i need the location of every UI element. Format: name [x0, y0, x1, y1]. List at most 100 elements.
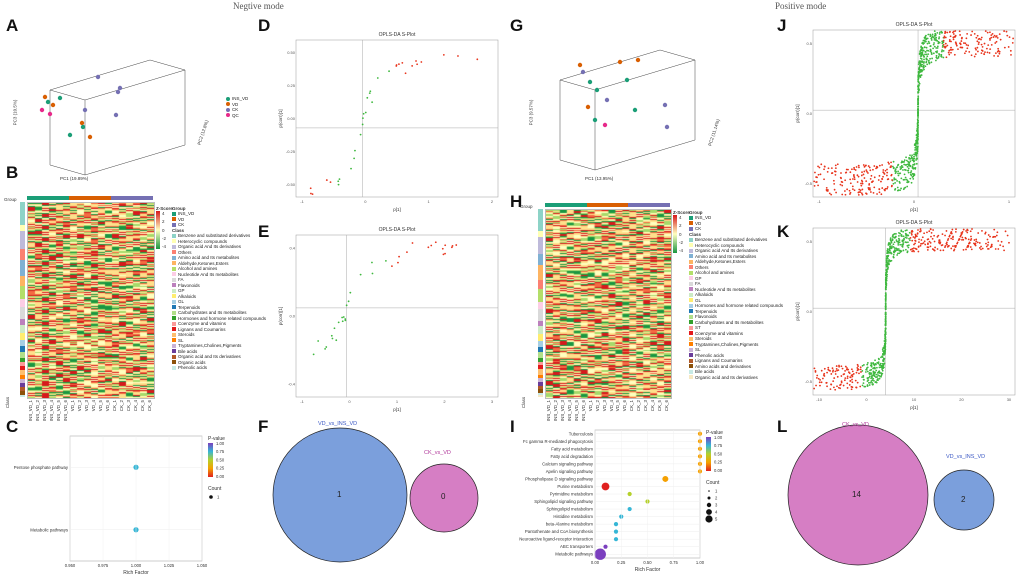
splot-point [853, 176, 856, 179]
splot-point [917, 97, 920, 100]
splot-point [886, 178, 889, 181]
splot-point [998, 52, 1001, 55]
splot-point [354, 149, 356, 152]
pca-point [47, 111, 53, 117]
splot-point [404, 72, 407, 75]
class-legend-item: Others [689, 265, 783, 271]
splot-point [933, 45, 936, 48]
class-swatch [689, 237, 693, 242]
splot-point [910, 157, 913, 160]
splot-point [923, 61, 925, 63]
splot-point [917, 77, 920, 80]
sample-label: CK_6 [664, 400, 670, 412]
class-swatch [689, 325, 693, 330]
splot-point [1007, 46, 1010, 48]
class-legend-item: Lignans and Coumarins [172, 327, 266, 333]
splot-point [337, 183, 340, 186]
sample-label: VD_6 [105, 400, 110, 412]
splot-point [813, 367, 816, 370]
pca-pos-x-label: PC1 (13.95%) [585, 176, 614, 181]
splot-point [939, 241, 942, 244]
splot-point [846, 188, 849, 191]
splot-point [902, 169, 904, 171]
splot-point [883, 347, 886, 350]
splot-point [371, 261, 373, 264]
splot-point [945, 230, 948, 232]
splot-point [894, 181, 897, 184]
splot-point [878, 188, 881, 191]
splot-point [934, 34, 937, 36]
class-bar-segment [538, 394, 543, 397]
splot-point [855, 371, 858, 374]
splot-point [345, 304, 348, 307]
splot-point [950, 232, 953, 235]
class-legend-item: Alcohol and amines [689, 270, 783, 276]
splot-point [830, 172, 833, 175]
splot-point [999, 244, 1002, 247]
splot-point [940, 30, 943, 33]
splot-point [891, 165, 894, 168]
bubble-colorbar-tick: 0.75 [216, 449, 225, 454]
class-legend-item: Heterocyclic compounds [689, 243, 783, 249]
splot-point [961, 238, 963, 241]
bubble-size-label: 1 [217, 495, 220, 500]
splot-point [887, 262, 890, 264]
splot-point [904, 229, 907, 232]
splot-point [434, 241, 437, 244]
splot-point [908, 163, 911, 166]
splot-point [872, 367, 874, 370]
splot-point [890, 185, 893, 188]
splot-point [833, 188, 836, 191]
splot-point [980, 248, 982, 251]
heatmap-neg-group-label: Group [4, 197, 17, 202]
class-legend-item: Organic acid And Its derivatives [689, 248, 783, 254]
splot-point [893, 178, 896, 181]
splot-point [968, 241, 971, 244]
splot-point [427, 246, 430, 249]
bubble-point [613, 522, 619, 527]
pca-point [664, 124, 670, 130]
sample-label: INS_VD_6 [63, 400, 68, 422]
splot-point [938, 53, 940, 55]
splot-point [918, 53, 921, 56]
splot-point [919, 55, 922, 57]
splot-point [832, 386, 835, 389]
splot-point [859, 366, 862, 369]
pca-point [42, 94, 48, 100]
splot-point [444, 244, 447, 247]
splot-point [916, 148, 919, 151]
splot-point [907, 180, 910, 183]
venn-pos-right-count: 2 [961, 495, 966, 504]
splot-point [324, 348, 327, 350]
splot-point [920, 51, 922, 54]
splot-point [916, 157, 918, 160]
splot-point [912, 157, 915, 160]
splot-point [929, 241, 932, 244]
splot-point [986, 31, 989, 34]
splot-point [963, 52, 966, 55]
class-swatch [172, 321, 176, 326]
splot-point [926, 37, 929, 40]
splot-point [890, 246, 892, 249]
class-bar-segment [20, 285, 25, 300]
splot-point [851, 370, 854, 373]
class-swatch [172, 244, 176, 249]
splot-point [941, 49, 944, 52]
splot-point [871, 383, 874, 386]
panel-label-f: F [258, 417, 269, 436]
bubble-size-label: 1 [715, 489, 718, 494]
splot-point [845, 171, 848, 174]
splot-point [867, 381, 870, 384]
splot-point [816, 374, 819, 377]
splot-point [817, 173, 820, 176]
splot-point [852, 188, 854, 190]
splot-ytick: 0.0 [806, 309, 812, 314]
splot-point [980, 43, 983, 46]
splot-point [878, 164, 881, 167]
splot-point [955, 44, 958, 47]
splot-point [415, 60, 417, 62]
splot-point [834, 388, 837, 391]
splot-point [876, 166, 879, 169]
splot-point [885, 283, 887, 286]
splot-point [923, 68, 925, 71]
